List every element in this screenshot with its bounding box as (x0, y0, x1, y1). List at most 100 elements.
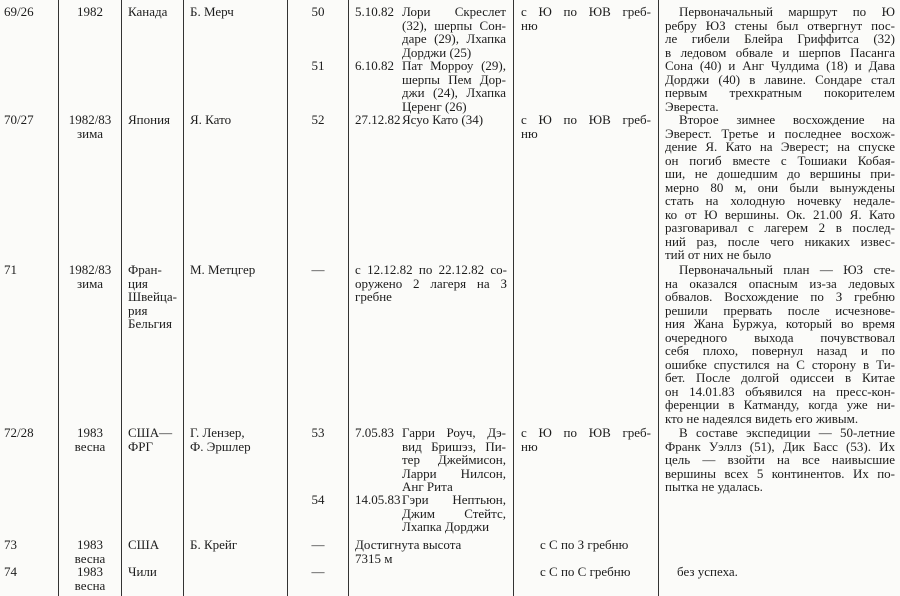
column-divider (287, 0, 288, 596)
route-line: ню (521, 17, 538, 33)
notes-line: вершины всех 5 континентов. Их по- (665, 465, 895, 481)
ascent-number-line: 53 (311, 425, 325, 440)
notes-line: дение Я. Като на Эверест; на спуске (665, 139, 895, 154)
notes: Второе зимнее восхождение на Эверест. Тре… (665, 113, 895, 262)
summiters-line: джи (24), Лхапка (402, 85, 506, 100)
ascent-number: 54 (300, 493, 336, 507)
notes-line: кто не надеялся видеть его живым. (665, 410, 859, 426)
summiters-line: Ясуо Като (34) (402, 112, 484, 127)
season-line: 1982/83 (68, 112, 112, 127)
notes-line: ко от Ю вершины. Ок. 21.00 Я. Като (665, 206, 895, 222)
summiters-line: Лхапка Дорджи (402, 519, 490, 534)
season-line: 1983 (77, 425, 103, 440)
entry-number-line: 74 (4, 564, 17, 579)
notes-line: на оказался опасным из-за ледовых (665, 275, 895, 291)
leader-line: Я. Като (190, 112, 232, 127)
notes: Первоначальный план — ЮЗ сте-на оказался… (665, 263, 895, 425)
country: Канада (128, 5, 183, 19)
ascent-number-line: 54 (311, 492, 325, 507)
route-line: ню (521, 125, 538, 141)
country-line: ция (128, 275, 148, 291)
ascent-text-line: 7315 м (355, 550, 393, 566)
country-line: Канада (128, 4, 168, 19)
column-divider (183, 0, 184, 596)
column-divider (513, 0, 514, 596)
entry-number: 72/28 (4, 426, 54, 440)
notes-line: Второе зимнее восхождение на (679, 112, 895, 127)
country-line: ФРГ (128, 438, 154, 454)
entry-number-line: 72/28 (4, 425, 34, 440)
leader: Б. Мерч (190, 5, 285, 19)
country-line: Чили (128, 564, 157, 579)
season-line: 1983 (77, 564, 103, 579)
season: 1983 весна (60, 426, 120, 453)
season-line: зима (77, 125, 103, 141)
country-line: Япония (128, 112, 171, 127)
country-line: рия (128, 302, 148, 318)
route-line: с С по З гребню (540, 537, 629, 552)
season: 1982/83 зима (60, 113, 120, 140)
ascent-text-line: гребне (355, 289, 392, 304)
ascent-text: Достигнута высота 7315 м (355, 538, 507, 565)
ascent-number: — (300, 565, 336, 579)
country-line: США— (128, 425, 173, 440)
route-line: с Ю по ЮВ греб- (521, 4, 651, 19)
ascent-date: 7.05.83 (355, 426, 394, 440)
notes-line: ний раз, после чего никаких извес- (665, 233, 895, 249)
ascent-date: 14.05.83 (355, 493, 401, 507)
country: Япония (128, 113, 183, 127)
summiters-line: Гарри Роуч, Дэ- (402, 425, 506, 440)
notes-line: стать на холодную ночевку недале- (665, 193, 895, 208)
notes-line: без успеха. (677, 564, 738, 579)
summiters-line: Джим Стейтс, (402, 505, 506, 521)
leader-line: Ф. Эршлер (190, 438, 251, 454)
notes-line: в ледовом обвале и шерпов Пасанга (665, 44, 895, 60)
summiters-line: Анг Рита (402, 479, 453, 494)
summiters: Гэри Нептьюн, Джим Стейтс, Лхапка Дорджи (402, 493, 506, 534)
entry-number-line: 69/26 (4, 4, 34, 19)
ascent-date-line: 14.05.83 (355, 492, 401, 507)
ascent-number-line: — (311, 564, 325, 579)
column-divider (658, 0, 659, 596)
notes-line: он 14.01.83 объявился на пресс-кон- (665, 383, 895, 399)
ascent-number-line: — (311, 262, 325, 277)
notes-line: ошибке спустился на С сторону в Ти- (665, 356, 895, 372)
ascent-text-line: Достигнута высота (355, 537, 462, 552)
ascent-date-line: 27.12.82 (355, 112, 401, 127)
ascent-number: 51 (300, 59, 336, 73)
ascent-date-line: 5.10.82 (355, 4, 394, 19)
notes-line: он погиб вместе с Тошиаки Кобая- (665, 152, 895, 168)
ascent-date-line: 6.10.82 (355, 58, 394, 73)
entry-number: 70/27 (4, 113, 54, 127)
season-line: 1982/83 (68, 262, 112, 277)
ascent-number-line: 50 (311, 4, 325, 19)
notes-line: цель — взойти на все наивысшие (665, 452, 895, 467)
summiters-line: даре (29), Лхапка (402, 31, 506, 46)
entry-number-line: 73 (4, 537, 17, 552)
ascent-number-line: — (311, 537, 325, 552)
notes-line: Дорджи (40) в лавине. Сондаре стал (665, 71, 895, 87)
entry-number-line: 70/27 (4, 112, 34, 127)
notes-line: Франк Уэллз (51), Дик Басс (53). Их (665, 438, 895, 454)
notes-line: Первоначальный маршрут по Ю (679, 4, 895, 19)
season-line: 1982 (77, 4, 103, 19)
route: с Ю по ЮВ греб-ню (521, 5, 651, 32)
summiters: Ясуо Като (34) (402, 113, 506, 127)
notes-line: Эвереста. (665, 98, 719, 114)
notes-line: мерно 80 м, они были вынуждены (665, 179, 895, 195)
leader: Я. Като (190, 113, 285, 127)
season: 1982/83 зима (60, 263, 120, 290)
entry-number: 74 (4, 565, 54, 579)
ascent-number: — (300, 263, 336, 277)
summiters-line: Пат Морроу (29), (402, 58, 506, 73)
season: 1983 весна (60, 565, 120, 592)
ascent-number: 53 (300, 426, 336, 440)
notes: без успеха. (677, 565, 877, 579)
ascent-number-line: 52 (311, 112, 325, 127)
summiters-line: Гэри Нептьюн, (402, 492, 506, 507)
summiters: Пат Морроу (29), шерпы Пем Дор-джи (24), … (402, 59, 506, 113)
summiters: Гарри Роуч, Дэ-вид Бришэз, Пи-тер Джейми… (402, 426, 506, 494)
country: Чили (128, 565, 183, 579)
season-line: весна (74, 438, 106, 454)
